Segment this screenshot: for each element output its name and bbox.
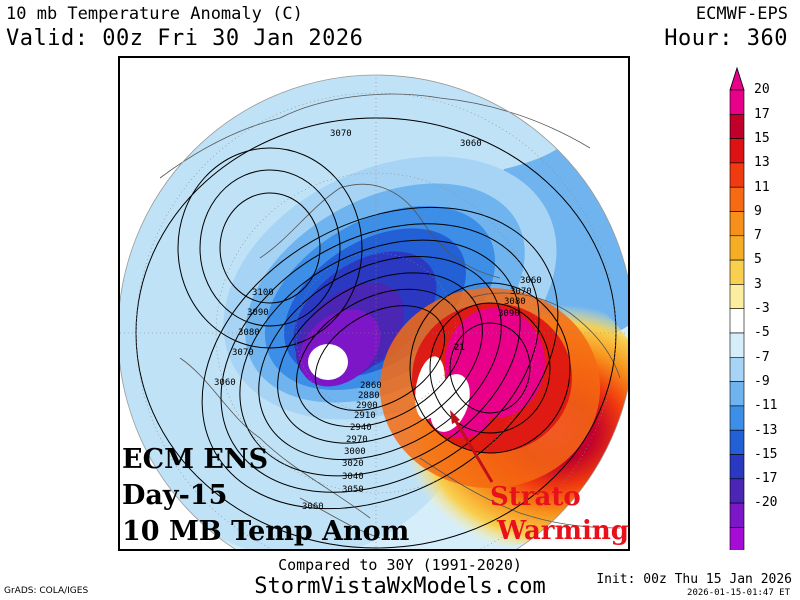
contour-label: 3070 bbox=[510, 287, 532, 297]
climatology-note: Compared to 30Y (1991-2020) bbox=[278, 556, 522, 574]
colorbar-swatch bbox=[729, 454, 745, 480]
contour-label: 3060 bbox=[520, 276, 542, 286]
site-credit: StormVistaWxModels.com bbox=[254, 574, 546, 599]
contour-label: 3060 bbox=[460, 139, 482, 149]
contour-label: 3070 bbox=[330, 129, 352, 139]
colorbar-swatch bbox=[729, 138, 745, 164]
contour-label: 2860 bbox=[360, 381, 382, 391]
map-title: 10 mb Temperature Anomaly (C) bbox=[6, 4, 303, 24]
colorbar-swatch bbox=[729, 186, 745, 212]
colorbar-swatch bbox=[729, 332, 745, 358]
contour-label: 2910 bbox=[354, 411, 376, 421]
warming-label: Warming bbox=[497, 516, 629, 546]
colorbar-swatch bbox=[729, 113, 745, 139]
colorbar-label: -7 bbox=[754, 349, 770, 365]
colorbar-label: -3 bbox=[754, 301, 770, 316]
colorbar bbox=[728, 66, 788, 576]
colorbar-label: 17 bbox=[754, 106, 770, 122]
colorbar-label: 15 bbox=[754, 130, 770, 146]
colorbar-label: -9 bbox=[754, 373, 770, 389]
contour-label: 3060 bbox=[214, 378, 236, 388]
colorbar-label: 20 bbox=[754, 82, 770, 98]
coastlines bbox=[159, 93, 621, 539]
colorbar-label: -5 bbox=[754, 325, 770, 341]
colorbar-label: 11 bbox=[754, 179, 770, 195]
contour-labels: 3070 3060 3100 3090 3080 3070 3060 3060 … bbox=[214, 129, 542, 512]
colorbar-swatch bbox=[729, 259, 745, 285]
polar-map: 3070 3060 3100 3090 3080 3070 3060 3060 … bbox=[118, 56, 630, 551]
contour-label: 3040 bbox=[342, 472, 364, 482]
init-time: Init: 00z Thu 15 Jan 2026 bbox=[596, 572, 792, 587]
timestamp: 2026-01-15-01:47 ET bbox=[687, 588, 790, 598]
colorbar-label: -20 bbox=[754, 495, 778, 511]
contour-label: 3100 bbox=[252, 288, 274, 298]
colorbar-label: 7 bbox=[754, 228, 762, 244]
grads-credit: GrADS: COLA/IGES bbox=[4, 586, 89, 596]
contour-label: 3020 bbox=[342, 459, 364, 469]
overlay-day: Day-15 bbox=[122, 480, 228, 511]
colorbar-swatch bbox=[729, 429, 745, 455]
colorbar-swatch bbox=[729, 284, 745, 309]
contour-label: 2970 bbox=[346, 435, 368, 445]
contour-label: 3090 bbox=[247, 308, 269, 318]
map-disc-edge bbox=[120, 74, 628, 549]
warming-arrow bbox=[450, 410, 494, 483]
contour-label: 3080 bbox=[238, 328, 260, 338]
contour-label: 2880 bbox=[358, 391, 380, 401]
overlay-field: 10 MB Temp Anom bbox=[122, 516, 410, 547]
strato-label: Strato bbox=[490, 482, 581, 512]
colorbar-swatch bbox=[729, 502, 745, 528]
colorbar-swatch bbox=[729, 308, 745, 334]
max-anomaly-label: 21 bbox=[454, 343, 465, 353]
forecast-hour: Hour: 360 bbox=[664, 26, 788, 51]
colorbar-label: -15 bbox=[754, 446, 778, 462]
colorbar-swatch bbox=[729, 527, 745, 552]
contour-label: 3070 bbox=[232, 348, 254, 358]
valid-time: Valid: 00z Fri 30 Jan 2026 bbox=[6, 26, 364, 51]
colorbar-swatch bbox=[729, 356, 745, 382]
overlay-ens: ECM ENS bbox=[122, 444, 269, 475]
colorbar-swatch bbox=[729, 162, 745, 188]
contour-label: 2900 bbox=[356, 401, 378, 411]
colorbar-label: -17 bbox=[754, 471, 778, 487]
colorbar-label: -13 bbox=[754, 422, 778, 438]
colorbar-swatch bbox=[729, 478, 745, 504]
contour-label: 2940 bbox=[350, 423, 372, 433]
colorbar-label: 13 bbox=[754, 155, 770, 171]
colorbar-label: -11 bbox=[754, 398, 778, 414]
colorbar-swatch bbox=[729, 211, 745, 237]
contour-label: 3060 bbox=[302, 502, 324, 512]
colorbar-swatch bbox=[729, 89, 745, 115]
map-canvas: 3070 3060 3100 3090 3080 3070 3060 3060 … bbox=[120, 58, 628, 549]
colorbar-svg bbox=[729, 66, 745, 576]
colorbar-label: 9 bbox=[754, 203, 762, 219]
contour-label: 3000 bbox=[344, 447, 366, 457]
contour-label: 3050 bbox=[342, 485, 364, 495]
contour-label: 3090 bbox=[498, 309, 520, 319]
colorbar-swatch bbox=[729, 381, 745, 407]
colorbar-swatch bbox=[729, 405, 745, 431]
contour-label: 3080 bbox=[504, 297, 526, 307]
model-name: ECMWF-EPS bbox=[695, 4, 788, 24]
graticule bbox=[120, 78, 628, 549]
colorbar-label: 5 bbox=[754, 252, 762, 268]
colorbar-label: 3 bbox=[754, 276, 762, 292]
colorbar-top-arrow bbox=[729, 66, 745, 91]
colorbar-swatch bbox=[729, 235, 745, 261]
